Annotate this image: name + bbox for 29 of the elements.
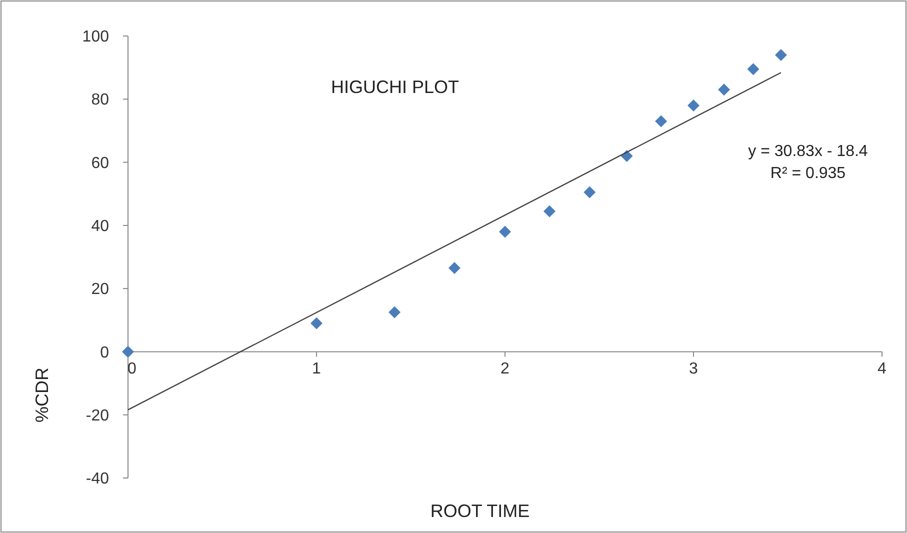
point [718,84,730,96]
point [584,186,596,198]
point [448,262,460,274]
point [747,63,760,76]
y-axis-title: %CDR [32,367,52,423]
x-tick-label: 1 [312,360,322,378]
y-tick-label: -40 [86,470,110,488]
y-tick-label: 60 [91,154,110,172]
point [122,346,134,358]
x-tick-label: 4 [878,360,887,378]
point [688,99,700,112]
point [655,115,668,128]
text: HIGUCHI PLOT [330,77,460,97]
y-tick-label: 100 [82,28,110,46]
point [543,205,556,218]
y-tick-label: 20 [91,281,110,298]
x-tick-label: 3 [689,360,698,378]
y-tick-label: 40 [91,218,110,236]
point [774,48,787,61]
y-tick-label: 80 [91,92,110,109]
x-tick-label: 2 [500,360,510,378]
point [310,317,322,330]
point [388,306,401,318]
point [499,226,511,238]
x-axis-title: ROOT TIME [430,501,530,521]
y-tick-label: -20 [86,407,110,424]
annotation: R² = 0.935 [770,165,846,182]
y-tick-label: 0 [100,344,110,362]
annotation: y = 30.83x - 18.4 [748,143,868,160]
